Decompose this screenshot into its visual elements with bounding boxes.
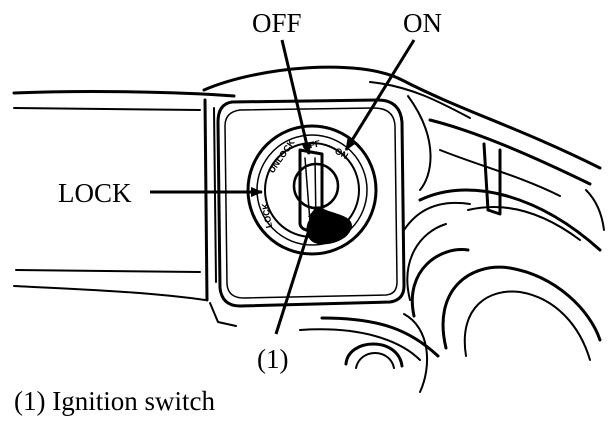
label-callout-1: (1) (257, 344, 288, 374)
label-off: OFF (252, 8, 302, 38)
callout-arrows (150, 39, 416, 335)
arrow-off (280, 39, 312, 155)
label-lock: LOCK (58, 178, 132, 208)
figure-caption: (1) Ignition switch (14, 386, 215, 416)
arrow-callout-1 (274, 207, 318, 335)
arrow-on (344, 39, 416, 151)
stamp-lock: LOCK (260, 202, 274, 229)
label-on: ON (403, 8, 442, 38)
switch-mounting-plate (209, 98, 406, 327)
stamp-unlock: UNLOCK (266, 137, 297, 175)
body-panel (12, 90, 236, 302)
right-bodywork (202, 65, 605, 393)
